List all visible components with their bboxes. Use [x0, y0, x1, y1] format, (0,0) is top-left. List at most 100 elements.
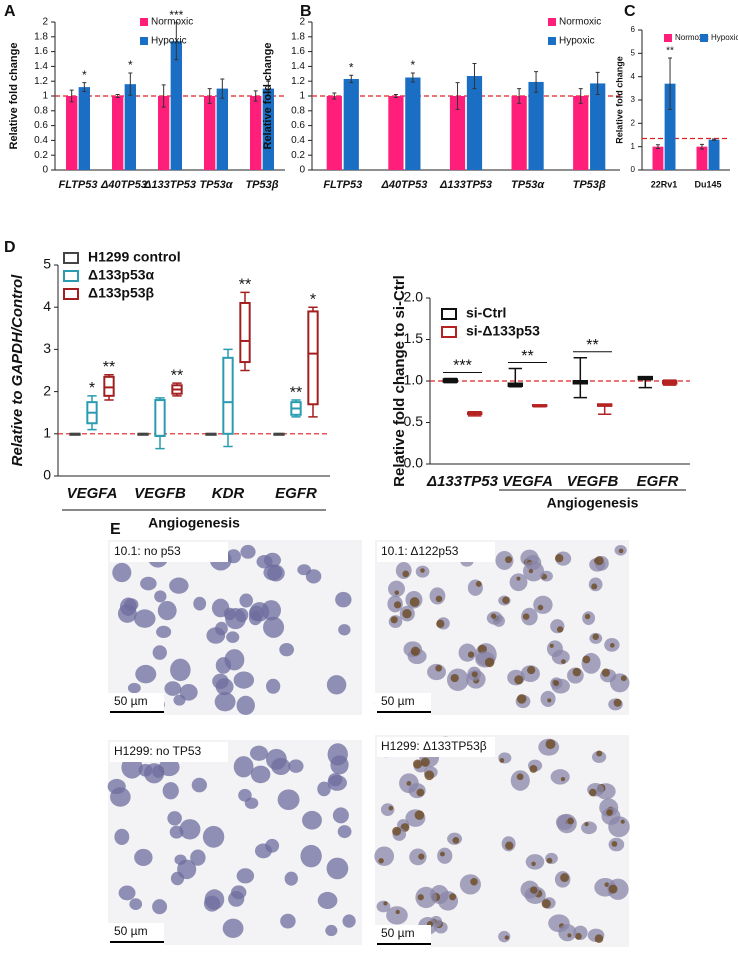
cell	[317, 891, 338, 910]
cell	[374, 846, 395, 866]
stain	[383, 901, 388, 906]
cell	[225, 608, 246, 630]
cell	[332, 807, 349, 824]
cell	[326, 675, 347, 695]
image-label: 10.1: no p53	[114, 544, 181, 558]
stain	[620, 675, 627, 682]
stain	[541, 899, 551, 909]
y-tick-label: 3	[43, 340, 51, 356]
stain	[392, 826, 402, 836]
significance-label: ***	[453, 358, 472, 375]
cell	[164, 681, 182, 696]
bar	[664, 83, 676, 170]
scale-label: 50 µm	[114, 924, 148, 938]
bar	[573, 96, 589, 170]
stain	[435, 664, 443, 672]
cell	[152, 645, 167, 660]
significance-label: *	[310, 291, 316, 308]
stain	[490, 613, 497, 619]
cell	[305, 569, 322, 584]
y-tick-label: 0.4	[291, 135, 305, 146]
cell	[327, 775, 347, 791]
micrograph	[375, 735, 629, 947]
stain	[618, 548, 624, 554]
stain	[601, 668, 610, 677]
bar	[203, 96, 216, 170]
significance-label: ***	[169, 8, 183, 22]
y-tick-label: 1	[631, 142, 636, 151]
y-tick-label: 1.2	[291, 76, 305, 87]
cell	[610, 673, 630, 693]
cell	[170, 658, 191, 682]
significance-label: **	[290, 384, 302, 401]
stain	[516, 694, 527, 704]
stain	[574, 932, 582, 940]
stain	[420, 568, 425, 573]
error-bar	[220, 78, 225, 99]
error-bar	[517, 88, 522, 104]
cell	[265, 748, 287, 770]
bar	[466, 76, 483, 170]
significance-label: **	[521, 348, 533, 365]
cell	[277, 789, 300, 811]
cell	[233, 756, 254, 778]
scale-label: 50 µm	[381, 926, 415, 940]
cell	[263, 616, 285, 638]
cell	[239, 593, 253, 608]
significance-label: **	[586, 337, 598, 354]
stain	[530, 886, 538, 894]
bar	[511, 96, 527, 170]
error-bar	[253, 90, 258, 102]
error-bar	[472, 62, 477, 90]
y-tick-label: 2	[43, 382, 51, 398]
significance-label: *	[411, 58, 416, 72]
legend-swatch	[548, 18, 556, 26]
y-tick-label: 1	[299, 91, 305, 102]
box-whisker	[573, 357, 588, 399]
cell	[601, 807, 621, 825]
x-tick-label: FLTP53	[59, 179, 98, 191]
y-tick-label: 0	[42, 165, 48, 176]
y-tick-label: 1.6	[291, 46, 305, 57]
y-axis-label: Relative fold change to si-Ctrl	[391, 275, 408, 487]
y-tick-label: 1.2	[34, 76, 48, 87]
bar	[216, 88, 229, 170]
label-bg	[377, 542, 495, 562]
significance-label: *	[82, 68, 87, 82]
cell	[162, 782, 179, 800]
stain	[395, 909, 400, 915]
legend-label: si-Ctrl	[466, 305, 506, 321]
cell	[110, 787, 131, 807]
cell	[556, 813, 577, 834]
cell	[581, 652, 601, 674]
stain	[390, 616, 398, 624]
y-tick-label: 2	[299, 17, 305, 28]
legend-label: Normoxic	[559, 17, 601, 28]
error-bar	[161, 84, 166, 108]
y-tick-label: 1.4	[291, 61, 305, 72]
stain	[528, 568, 534, 574]
y-axis-label: Relative to GAPDH/Control	[9, 274, 26, 467]
cell	[191, 777, 208, 793]
stain	[467, 651, 475, 658]
y-tick-label: 1.6	[34, 46, 48, 57]
legend-label: Hypoxic	[151, 36, 187, 47]
legend-swatch	[63, 252, 79, 264]
legend-label: Hypoxic	[559, 36, 595, 47]
stain	[531, 861, 536, 867]
cell	[266, 678, 281, 694]
legend-label: Δ133p53β	[88, 285, 155, 301]
stain	[546, 857, 553, 864]
error-bar	[668, 57, 673, 110]
stain	[547, 698, 552, 703]
cell	[458, 643, 477, 662]
y-tick-label: 1.8	[291, 31, 305, 42]
stain	[505, 556, 513, 564]
cell	[509, 573, 528, 592]
stain	[416, 788, 425, 797]
stain	[394, 590, 400, 595]
stain	[620, 819, 625, 824]
stain	[560, 873, 569, 883]
x-tick-label: TP53α	[199, 179, 233, 191]
cell	[437, 847, 453, 864]
